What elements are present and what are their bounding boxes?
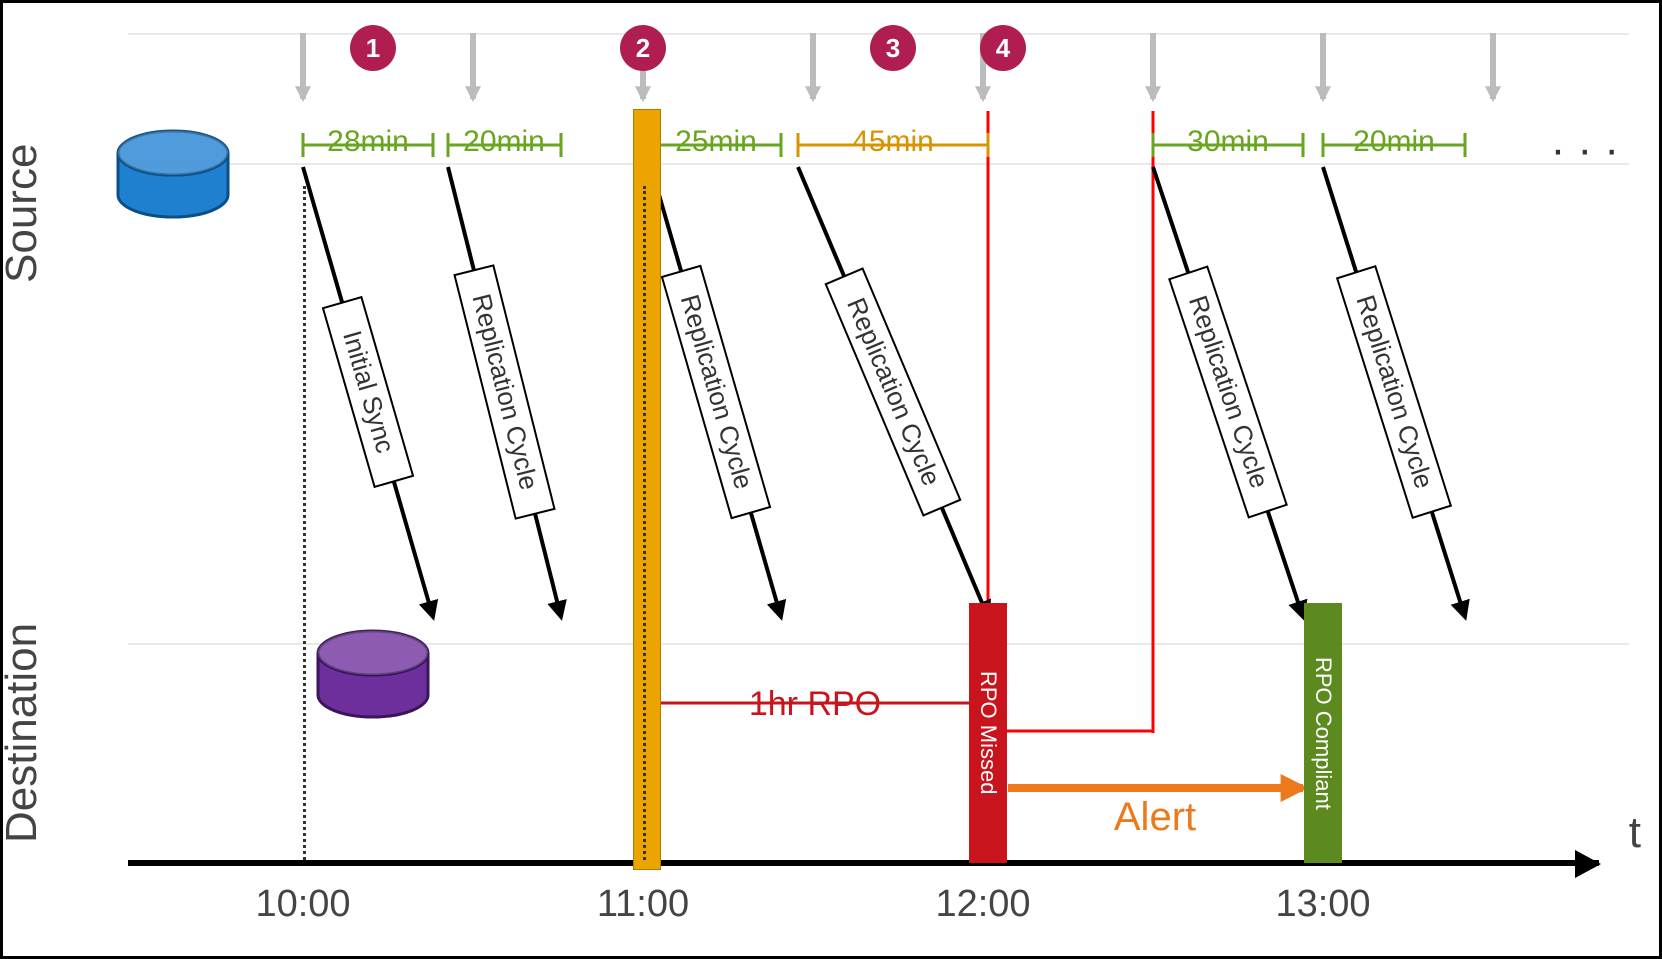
db-cylinder <box>118 131 228 217</box>
time-tick: 11:00 <box>597 883 689 926</box>
time-tick: 13:00 <box>1275 883 1370 926</box>
replication-arrow: Initial Sync <box>323 297 413 487</box>
time-tick: 10:00 <box>255 883 350 926</box>
time-tick: 12:00 <box>935 883 1030 926</box>
ellipsis: · · · <box>1551 125 1619 175</box>
step-badge: 3 <box>870 25 916 71</box>
step-badge: 1 <box>350 25 396 71</box>
dotted-time-line <box>643 186 646 860</box>
replication-arrow: Replication Cycle <box>1169 267 1286 518</box>
replication-arrow: Replication Cycle <box>455 265 555 518</box>
db-cylinder <box>318 631 428 717</box>
svg-text:Replication Cycle: Replication Cycle <box>1183 292 1275 492</box>
rpo-missed-box: RPO Missed <box>969 603 1007 863</box>
gold-bar-11 <box>633 109 661 870</box>
duration-label: 28min <box>327 125 409 159</box>
step-badge: 2 <box>620 25 666 71</box>
step-badge: 4 <box>980 25 1026 71</box>
duration-label: 20min <box>463 125 545 159</box>
rpo-compliant-box: RPO Compliant <box>1304 603 1342 863</box>
replication-arrow: Replication Cycle <box>826 269 960 516</box>
duration-label: 45min <box>852 125 934 159</box>
rpo-span-label: 1hr RPO <box>749 685 881 724</box>
alert-label: Alert <box>1114 795 1196 840</box>
replication-arrow: Replication Cycle <box>662 266 770 518</box>
duration-label: 30min <box>1187 125 1269 159</box>
svg-text:Replication Cycle: Replication Cycle <box>841 293 947 490</box>
dotted-time-line <box>303 186 306 860</box>
diagram-stage: Source Destination t Initial SyncReplica… <box>0 0 1662 959</box>
replication-arrow: Replication Cycle <box>1337 266 1451 517</box>
duration-label: 20min <box>1353 125 1435 159</box>
duration-label: 25min <box>675 125 757 159</box>
